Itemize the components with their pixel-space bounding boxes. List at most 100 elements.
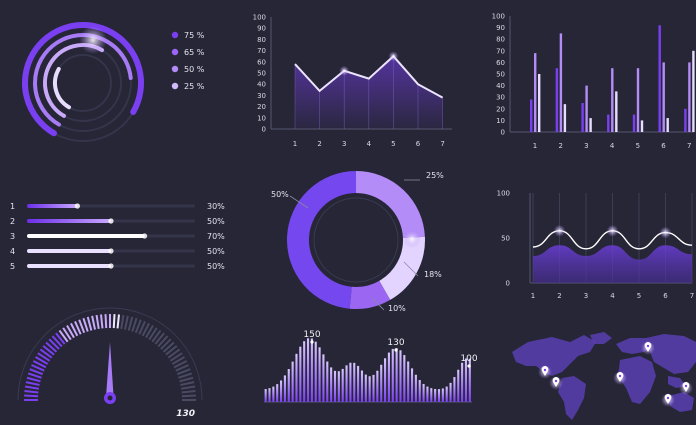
y-tick-label: 30 (257, 92, 266, 100)
y-tick-label: 30 (496, 94, 505, 102)
gauge-tick (171, 356, 185, 365)
gauge-tick (58, 329, 69, 343)
wave-bar (376, 370, 379, 402)
gauge-tick (131, 317, 138, 332)
wave-bar (441, 388, 444, 402)
gauge-tick (86, 316, 93, 331)
progress-knob (74, 203, 80, 209)
donut-chart: 25% 18% 10% 50% (271, 171, 444, 313)
wave-bar (368, 376, 371, 402)
progress-knob (142, 233, 148, 239)
legend-label: 65 % (184, 48, 205, 57)
wave-bar (268, 388, 271, 402)
wave-bar (310, 338, 313, 402)
bar (559, 33, 563, 132)
donut-label: 25% (426, 171, 444, 180)
legend-dot (171, 31, 179, 39)
wave-bar (291, 361, 294, 402)
x-tick-label: 6 (661, 142, 666, 150)
wave-bar (445, 386, 448, 402)
progress-label: 70% (207, 232, 225, 241)
bar (607, 114, 610, 132)
ring-arc (33, 33, 133, 127)
map-land (646, 334, 696, 374)
wave-bar (395, 348, 398, 402)
gauge-tick (104, 314, 108, 329)
x-tick-label: 3 (584, 292, 588, 300)
gauge-tick (55, 332, 66, 345)
wave-bar (345, 365, 348, 402)
map-pin-dot (543, 368, 547, 372)
x-tick-label: 5 (636, 142, 640, 150)
wave-bar (287, 369, 290, 402)
x-tick-label: 1 (533, 142, 537, 150)
wave-bar (283, 375, 286, 402)
wave-bar (272, 386, 275, 402)
wave-bar (306, 338, 310, 402)
wave-peak-label: 100 (460, 354, 477, 364)
wave-bar (299, 346, 302, 402)
gauge-tick (24, 394, 39, 398)
wave-bar (372, 374, 375, 402)
wave-bar (349, 362, 352, 402)
bar (530, 99, 533, 132)
radial-legend: 75 % 65 % 50 % 25 % (171, 31, 205, 91)
gauge-tick (45, 341, 58, 353)
donut-leader (289, 195, 309, 209)
gauge-needle (106, 342, 114, 403)
legend-dot (171, 82, 179, 90)
gauge-tick (31, 364, 45, 372)
gauge-tick (127, 316, 134, 331)
wave-bar (384, 358, 387, 402)
x-tick-label: 4 (367, 140, 372, 148)
map-land (668, 392, 694, 412)
wave-bar (464, 358, 468, 402)
wave-bar (453, 377, 456, 402)
legend-label: 50 % (184, 65, 205, 74)
wave-peak-dot (310, 340, 314, 344)
bar (615, 91, 618, 132)
progress-fill (27, 234, 145, 238)
gauge-tick (162, 341, 175, 353)
map-land (618, 356, 656, 404)
gauge-tick (141, 322, 150, 337)
map-pin-dot (554, 379, 558, 383)
legend-label: 75 % (184, 31, 205, 40)
bar (636, 68, 640, 132)
donut-label: 18% (424, 270, 442, 279)
donut-label: 10% (388, 304, 406, 313)
y-tick-label: 20 (257, 103, 266, 111)
world-map (512, 332, 696, 420)
y-tick-label: 90 (496, 24, 505, 32)
bar (658, 25, 661, 133)
y-tick-label: 40 (496, 82, 505, 90)
area-fill (533, 245, 692, 283)
bar (581, 103, 584, 132)
area-point-glow (553, 224, 566, 237)
gauge-tick (160, 338, 172, 350)
gauge-tick (82, 317, 89, 332)
wave-bar (318, 347, 321, 402)
map-land (590, 332, 612, 344)
gauge-tick (180, 385, 196, 390)
progress-fill (27, 249, 111, 253)
gauge-tick (70, 322, 79, 337)
wave-bar (468, 358, 471, 402)
progress-fill (27, 264, 111, 268)
wave-bar (407, 361, 410, 402)
gauge-tick (35, 356, 49, 365)
bar (692, 50, 695, 132)
wave-bar (276, 384, 279, 402)
gauge-tick (134, 319, 142, 334)
legend-dot (171, 48, 179, 56)
x-tick-label: 3 (584, 142, 588, 150)
gauge-tick (167, 348, 181, 359)
progress-knob (108, 263, 114, 269)
wave-bar (337, 371, 340, 402)
y-tick-label: 90 (257, 25, 266, 33)
x-tick-label: 3 (342, 140, 346, 148)
gauge-tick (25, 381, 40, 387)
gauge-tick (178, 372, 193, 379)
x-tick-label: 2 (557, 292, 561, 300)
gauge-tick (173, 360, 188, 369)
